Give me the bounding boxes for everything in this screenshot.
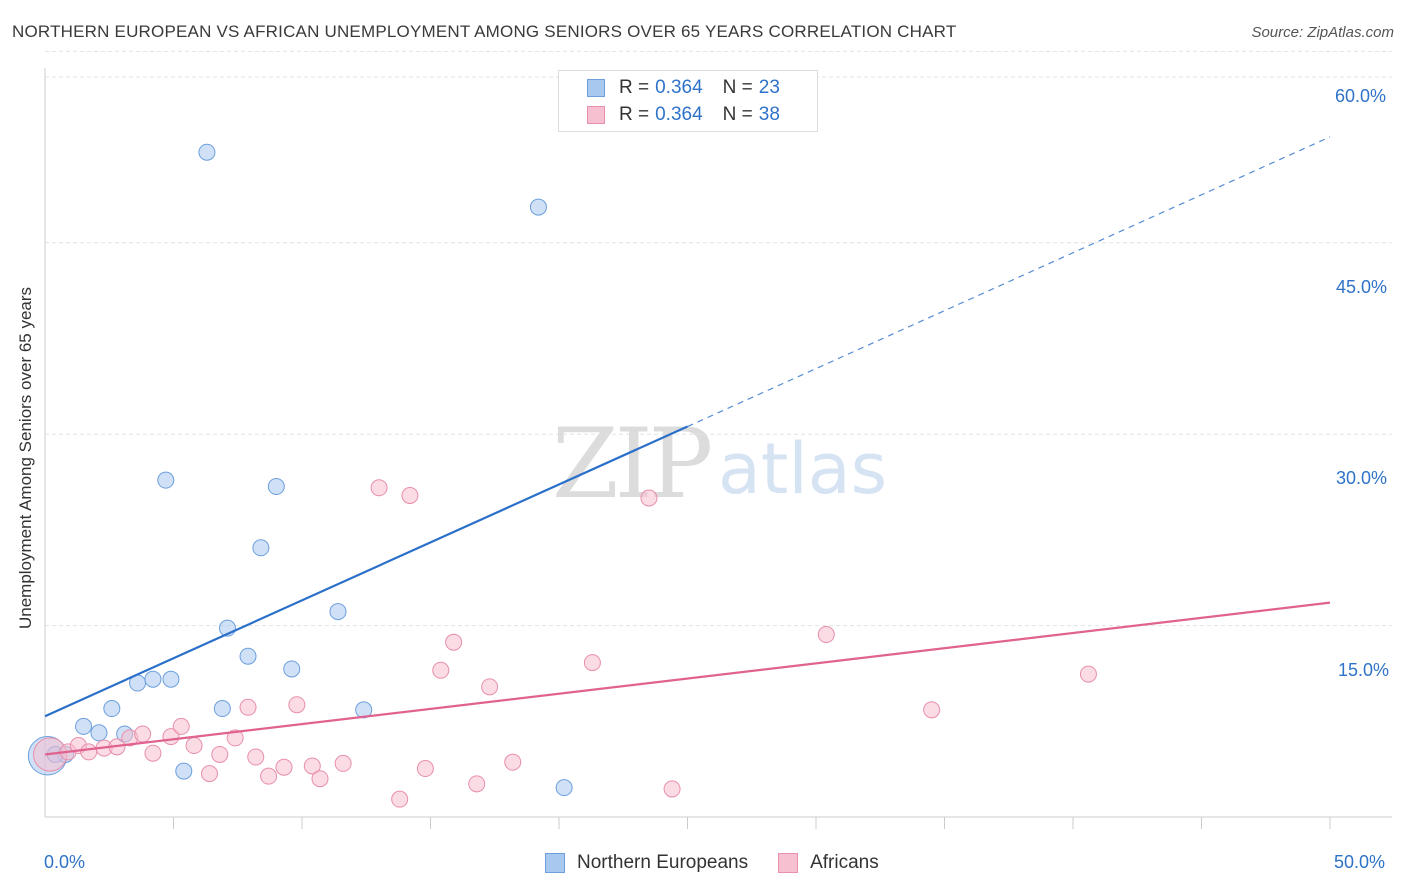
series-legend: Northern Europeans Africans bbox=[545, 852, 909, 874]
legend-swatch-pink bbox=[778, 853, 799, 873]
point-african-35 bbox=[817, 626, 835, 644]
point-northern-european-4 bbox=[103, 700, 121, 718]
point-african-36 bbox=[923, 701, 941, 719]
point-african-34 bbox=[663, 780, 681, 798]
point-african-32 bbox=[583, 654, 601, 672]
point-northern-european-3 bbox=[90, 724, 108, 742]
y-tick-label-45: 45.0% bbox=[1336, 277, 1388, 297]
point-african-15 bbox=[239, 698, 257, 716]
point-northern-european-9 bbox=[162, 670, 180, 688]
point-african-30 bbox=[481, 678, 499, 696]
point-african-12 bbox=[200, 765, 218, 783]
legend-swatch-blue bbox=[545, 853, 565, 873]
point-northern-european-18 bbox=[329, 603, 347, 621]
point-african-31 bbox=[504, 753, 522, 771]
point-african-22 bbox=[334, 754, 352, 772]
n-label: N = bbox=[722, 104, 753, 125]
point-african-37 bbox=[1079, 665, 1097, 683]
point-african-17 bbox=[260, 767, 278, 785]
point-african-33 bbox=[640, 489, 658, 507]
point-african-8 bbox=[144, 744, 162, 762]
n-label: N = bbox=[722, 77, 753, 98]
point-african-27 bbox=[432, 661, 450, 679]
r-value: 0.364 bbox=[655, 104, 703, 125]
point-african-14 bbox=[226, 729, 244, 747]
point-african-24 bbox=[391, 790, 409, 808]
point-northern-european-2 bbox=[75, 717, 93, 735]
legend-row-northern-europeans: R = 0.364 N = 23 bbox=[587, 77, 780, 99]
legend-item-africans[interactable]: Africans bbox=[778, 852, 879, 874]
legend-item-northern-europeans[interactable]: Northern Europeans bbox=[545, 852, 748, 874]
point-african-19 bbox=[288, 696, 306, 714]
point-northern-european-12 bbox=[213, 700, 231, 718]
point-northern-european-17 bbox=[283, 660, 301, 678]
chart-title: NORTHERN EUROPEAN VS AFRICAN UNEMPLOYMEN… bbox=[12, 22, 957, 41]
point-northern-european-21 bbox=[555, 779, 573, 797]
point-african-26 bbox=[416, 760, 434, 778]
point-northern-european-7 bbox=[144, 670, 162, 688]
point-african-20 bbox=[303, 757, 321, 775]
point-african-18 bbox=[275, 758, 293, 776]
point-african-13 bbox=[211, 745, 229, 763]
point-african-29 bbox=[468, 775, 486, 793]
point-african-23 bbox=[370, 479, 388, 497]
y-axis-label: Unemployment Among Seniors over 65 years bbox=[16, 286, 35, 630]
point-northern-european-10 bbox=[175, 762, 193, 780]
point-african-21 bbox=[311, 770, 329, 788]
source-label: Source: ZipAtlas.com bbox=[1251, 24, 1394, 41]
y-tick-label-30: 30.0% bbox=[1336, 468, 1388, 488]
point-northern-european-11 bbox=[198, 143, 216, 161]
correlation-legend: R = 0.364 N = 23 R = 0.364 N = 38 bbox=[558, 70, 818, 132]
point-african-11 bbox=[185, 737, 203, 755]
x-tick-label-min: 0.0% bbox=[44, 852, 86, 872]
legend-label: Africans bbox=[810, 852, 879, 873]
point-northern-european-8 bbox=[157, 471, 175, 489]
legend-label: Northern Europeans bbox=[577, 852, 749, 873]
legend-swatch-blue bbox=[587, 79, 605, 97]
point-northern-european-14 bbox=[239, 647, 257, 665]
x-tick-label-max: 50.0% bbox=[1334, 852, 1386, 872]
r-label: R = bbox=[619, 104, 650, 125]
point-northern-european-15 bbox=[252, 539, 270, 557]
point-african-28 bbox=[445, 633, 463, 651]
point-african-7 bbox=[134, 725, 152, 743]
r-label: R = bbox=[619, 77, 650, 98]
point-african-3 bbox=[80, 743, 98, 761]
legend-row-africans: R = 0.364 N = 38 bbox=[587, 104, 780, 126]
point-northern-european-16 bbox=[267, 478, 285, 496]
y-tick-label-15: 15.0% bbox=[1338, 660, 1390, 680]
point-african-25 bbox=[401, 486, 419, 504]
point-african-16 bbox=[247, 748, 265, 766]
trendline-africans bbox=[44, 601, 1331, 756]
trendline-northern-europeans bbox=[44, 425, 688, 718]
watermark-atlas: atlas bbox=[718, 428, 888, 510]
r-value: 0.364 bbox=[655, 77, 703, 98]
n-value: 23 bbox=[758, 77, 780, 98]
trendline-northern-europeans-extension bbox=[687, 136, 1331, 428]
point-african-10 bbox=[172, 717, 190, 735]
y-tick-label-60: 60.0% bbox=[1335, 86, 1387, 106]
legend-swatch-pink bbox=[587, 106, 605, 124]
n-value: 38 bbox=[758, 104, 780, 125]
point-northern-european-20 bbox=[529, 198, 547, 216]
